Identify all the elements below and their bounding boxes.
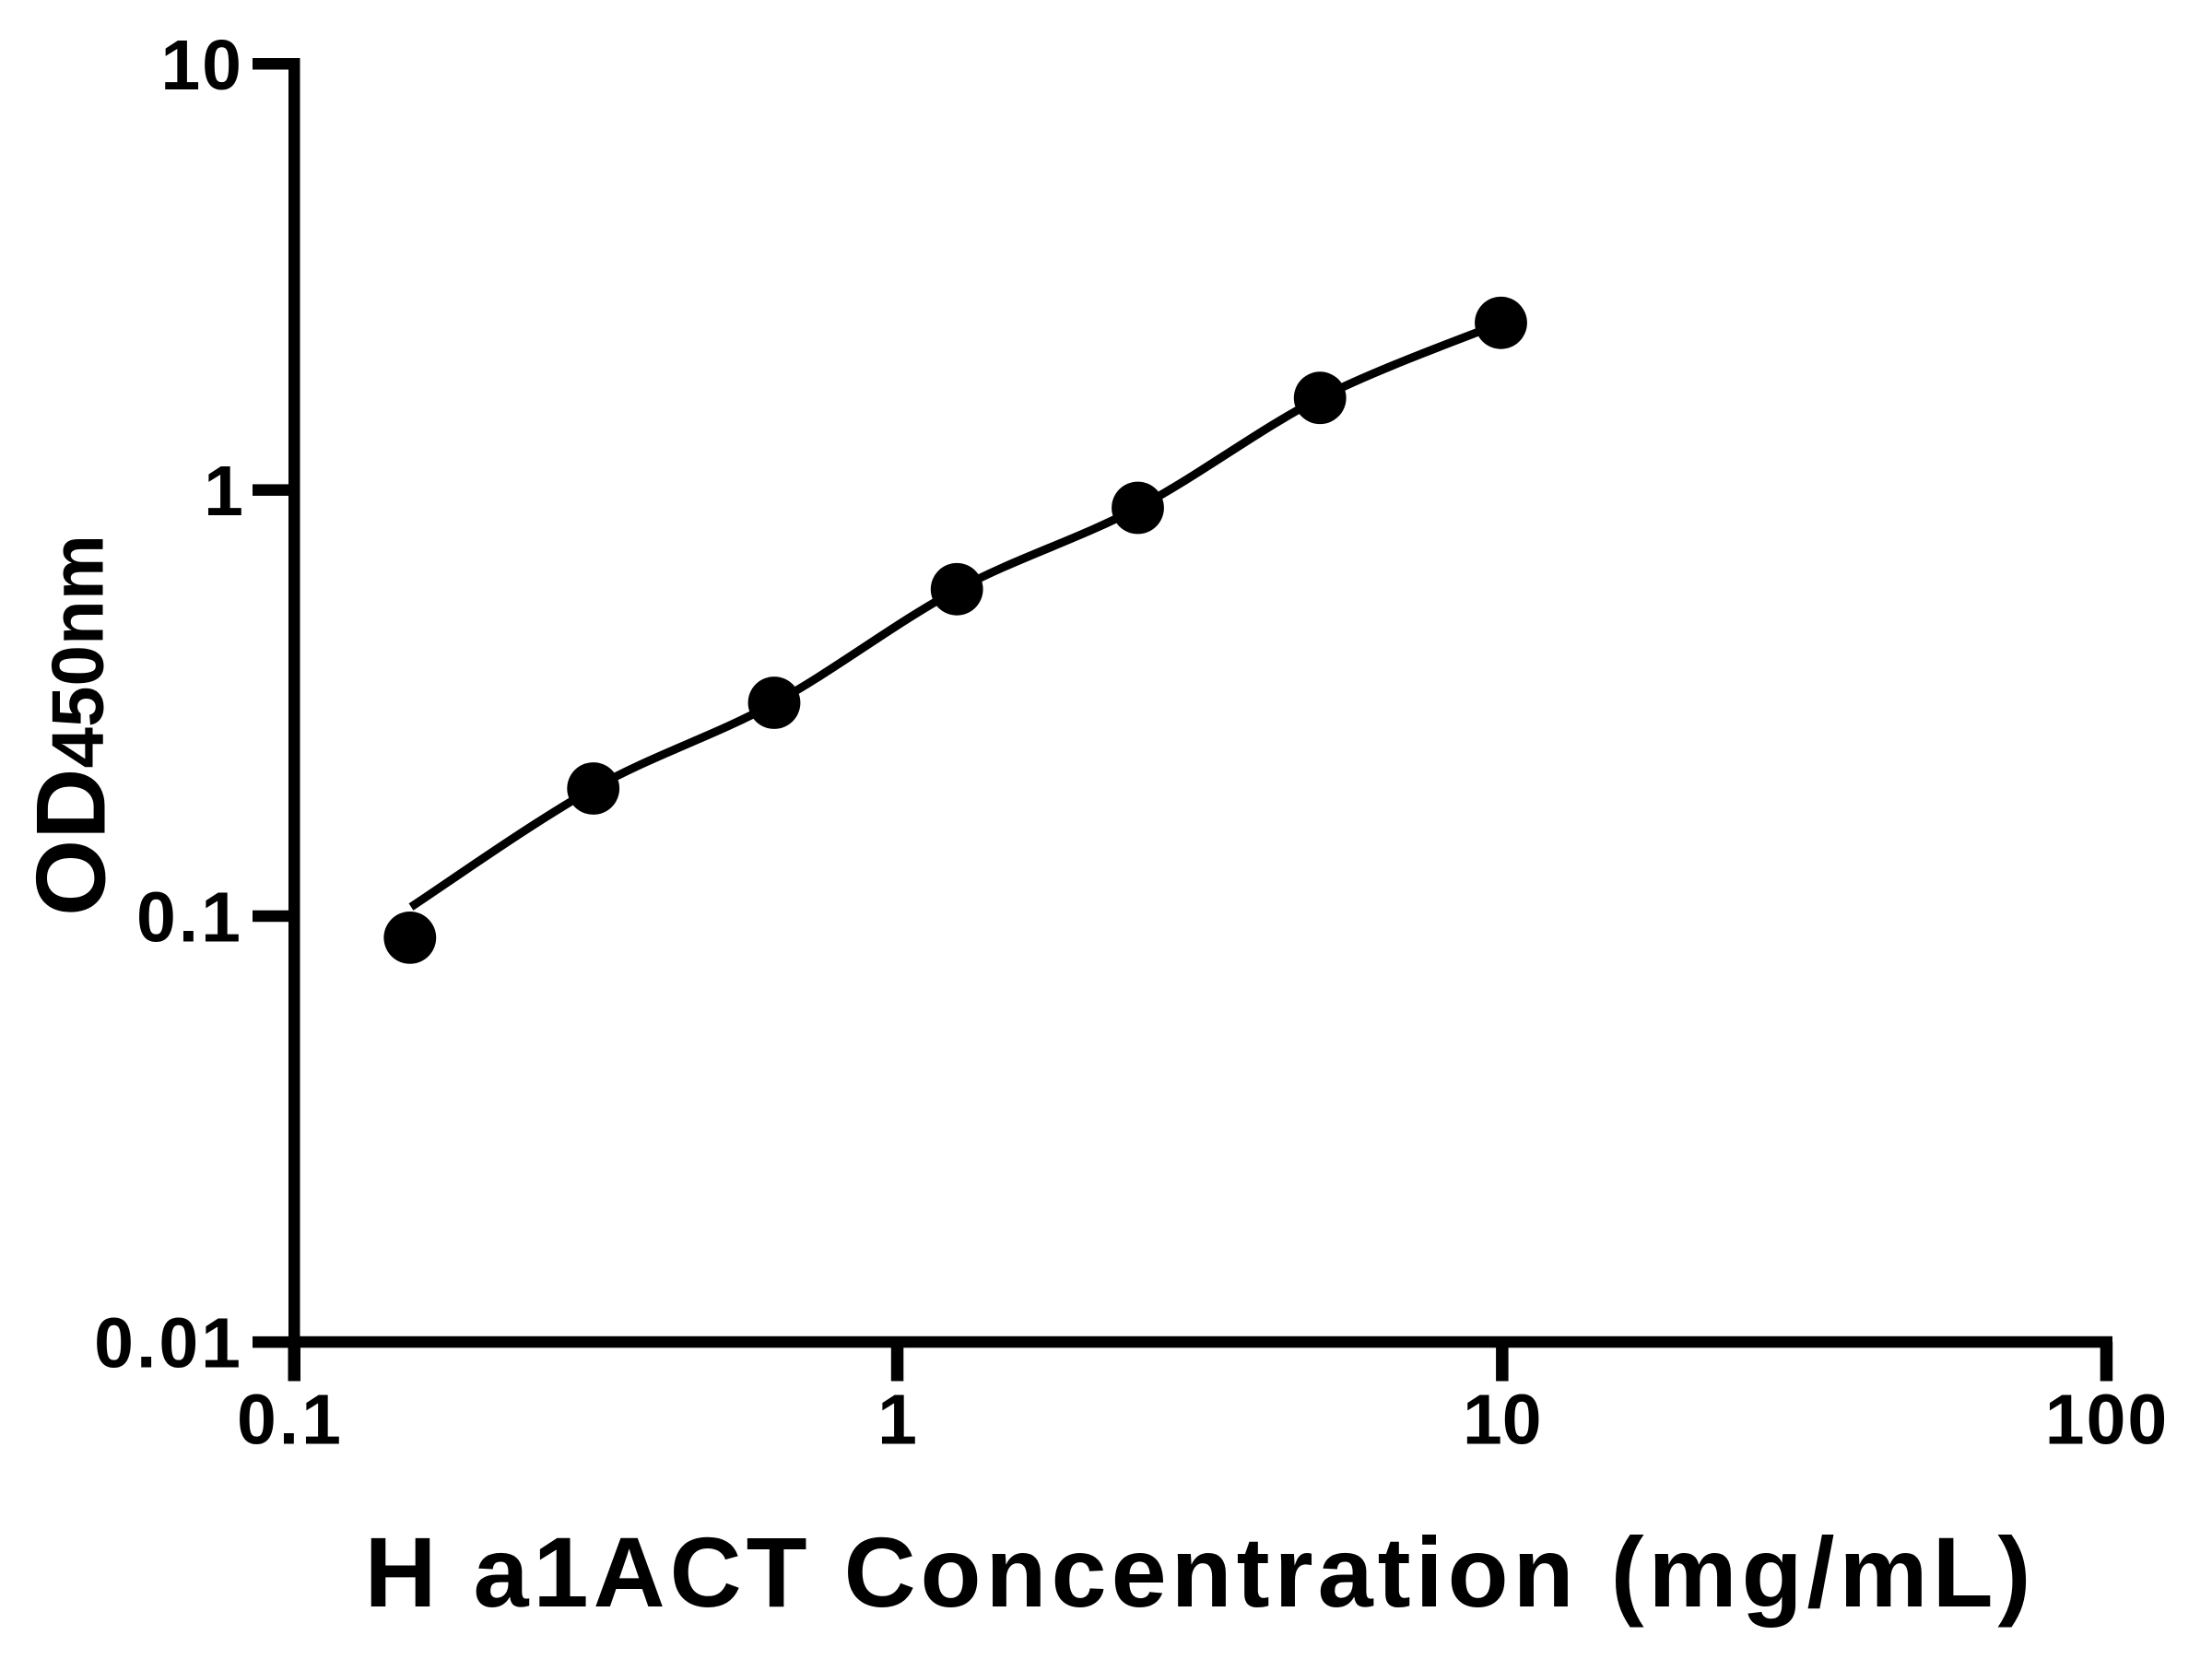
svg-text:1: 1 xyxy=(877,1381,917,1460)
svg-text:10: 10 xyxy=(1463,1381,1542,1460)
svg-text:H a1ACT Concentration (mg/mL): H a1ACT Concentration (mg/mL) xyxy=(364,1516,2035,1628)
svg-text:0.01: 0.01 xyxy=(94,1304,243,1383)
svg-text:0.1: 0.1 xyxy=(237,1381,344,1460)
svg-text:10: 10 xyxy=(160,26,243,105)
svg-text:OD450nm: OD450nm xyxy=(15,535,125,916)
svg-text:0.1: 0.1 xyxy=(136,877,243,957)
svg-text:100: 100 xyxy=(2045,1381,2169,1460)
svg-text:1: 1 xyxy=(204,452,243,531)
